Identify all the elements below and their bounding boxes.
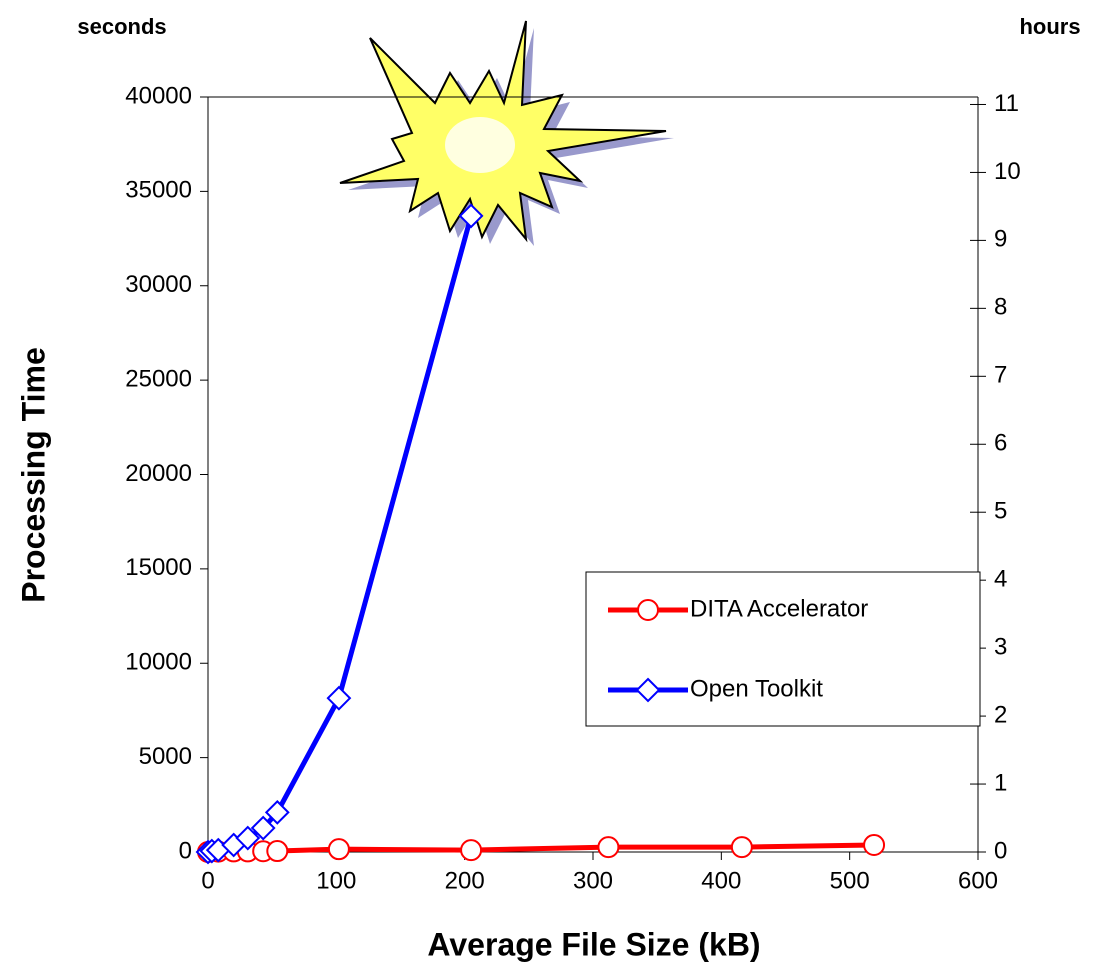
x-axis-title: Average File Size (kB) xyxy=(427,926,760,962)
legend-box xyxy=(585,571,981,727)
y2-tick-label: 10 xyxy=(994,158,1021,185)
y2-tick-label: 7 xyxy=(994,362,1007,389)
point xyxy=(266,840,289,863)
y2-tick-label: 1 xyxy=(994,769,1007,796)
y-tick-label: 20000 xyxy=(125,460,192,487)
y-tick-label: 40000 xyxy=(125,82,192,109)
x-tick-label: 100 xyxy=(316,867,356,894)
y2-tick-label: 3 xyxy=(994,633,1007,660)
y2-tick-label: 6 xyxy=(994,430,1007,457)
legend-marker xyxy=(637,599,659,621)
y2-tick-label: 8 xyxy=(994,294,1007,321)
point xyxy=(264,799,290,825)
y-tick-label: 30000 xyxy=(125,271,192,298)
series-line xyxy=(207,842,875,855)
y-tick-label: 15000 xyxy=(125,554,192,581)
y2-tick-label: 2 xyxy=(994,701,1007,728)
y2-tick-label: 11 xyxy=(994,90,1019,117)
y-tick-label: 0 xyxy=(179,837,192,864)
point xyxy=(597,836,620,859)
y-tick-label: 25000 xyxy=(125,365,192,392)
x-tick-label: 400 xyxy=(701,867,741,894)
point xyxy=(326,685,352,711)
y-tick-label: 35000 xyxy=(125,177,192,204)
y2-tick-label: 0 xyxy=(994,837,1007,864)
y-tick-label: 5000 xyxy=(139,743,192,770)
x-tick-label: 500 xyxy=(830,867,870,894)
y-unit-label: seconds xyxy=(77,14,166,39)
point xyxy=(327,838,350,861)
legend-label: Open Toolkit xyxy=(690,675,823,702)
y2-tick-label: 4 xyxy=(994,566,1007,593)
x-tick-label: 200 xyxy=(445,867,485,894)
point xyxy=(458,203,484,229)
point xyxy=(863,834,886,857)
y2-tick-label: 9 xyxy=(994,226,1007,253)
x-tick-label: 300 xyxy=(573,867,613,894)
y-tick-label: 10000 xyxy=(125,649,192,676)
series-line xyxy=(207,215,474,855)
y2-tick-label: 5 xyxy=(994,498,1007,525)
x-tick-label: 0 xyxy=(201,867,214,894)
point xyxy=(460,839,483,862)
legend-label: DITA Accelerator xyxy=(690,595,868,622)
starburst-core xyxy=(445,117,515,173)
x-tick-label: 600 xyxy=(958,867,998,894)
point xyxy=(730,836,753,859)
legend-marker xyxy=(635,677,661,703)
y2-unit-label: hours xyxy=(1019,14,1080,39)
point xyxy=(250,815,276,841)
y-axis-title: Processing Time xyxy=(15,347,51,603)
point xyxy=(235,825,261,851)
